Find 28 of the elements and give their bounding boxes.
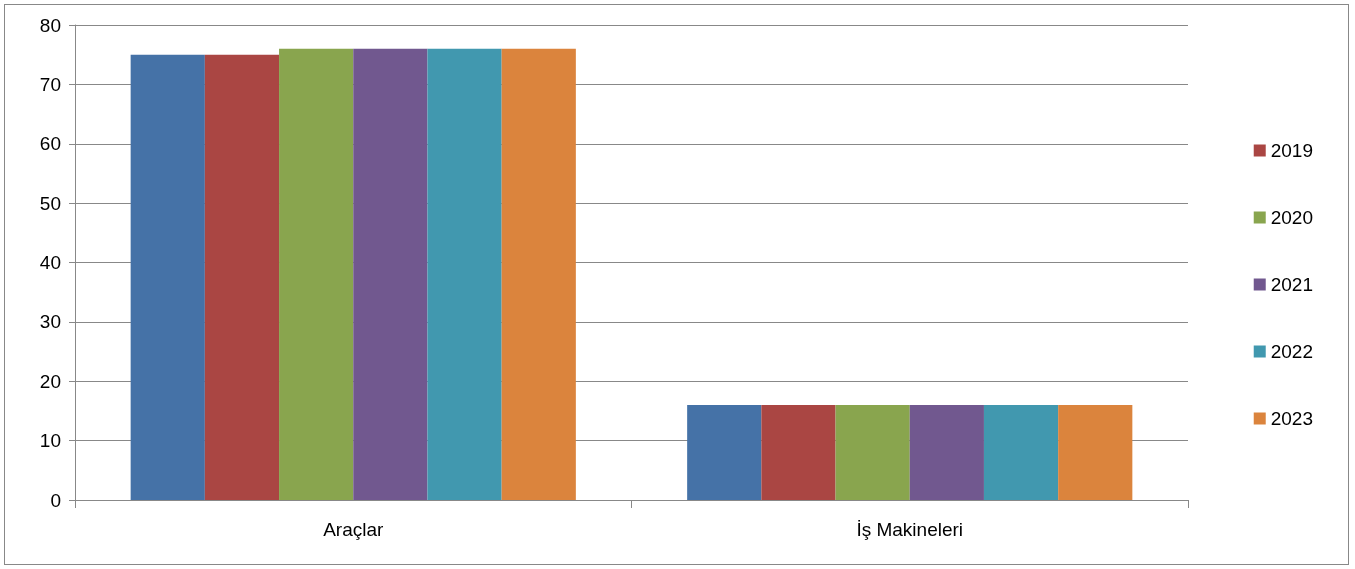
bar	[204, 54, 280, 500]
bar	[353, 48, 428, 500]
y-tick-label: 70	[39, 73, 61, 95]
bar	[427, 48, 502, 500]
y-tick-label: 0	[50, 489, 61, 511]
y-tick-label: 60	[39, 133, 61, 155]
x-tick-label: Araçlar	[323, 519, 385, 540]
legend-label: 2023	[1270, 408, 1314, 429]
y-tick-label: 20	[39, 370, 61, 392]
x-tick-label: İş Makineleri	[856, 519, 964, 540]
legend-label: 2020	[1270, 207, 1314, 228]
legend-label: 2019	[1270, 140, 1314, 161]
y-tick-label: 50	[39, 192, 61, 214]
y-tick-label: 40	[39, 252, 61, 273]
bar	[130, 54, 205, 500]
y-tick-label: 10	[39, 430, 61, 452]
bar	[761, 405, 836, 500]
bar	[279, 48, 354, 500]
bar	[835, 405, 910, 500]
bar	[687, 405, 762, 500]
legend-label: 2022	[1270, 341, 1314, 362]
bar	[983, 405, 1059, 500]
bar	[1058, 405, 1133, 500]
bar	[909, 405, 984, 500]
y-tick-label: 80	[39, 14, 61, 36]
legend-label: 2021	[1270, 274, 1314, 295]
bar	[501, 48, 576, 500]
y-tick-label: 30	[39, 311, 61, 333]
